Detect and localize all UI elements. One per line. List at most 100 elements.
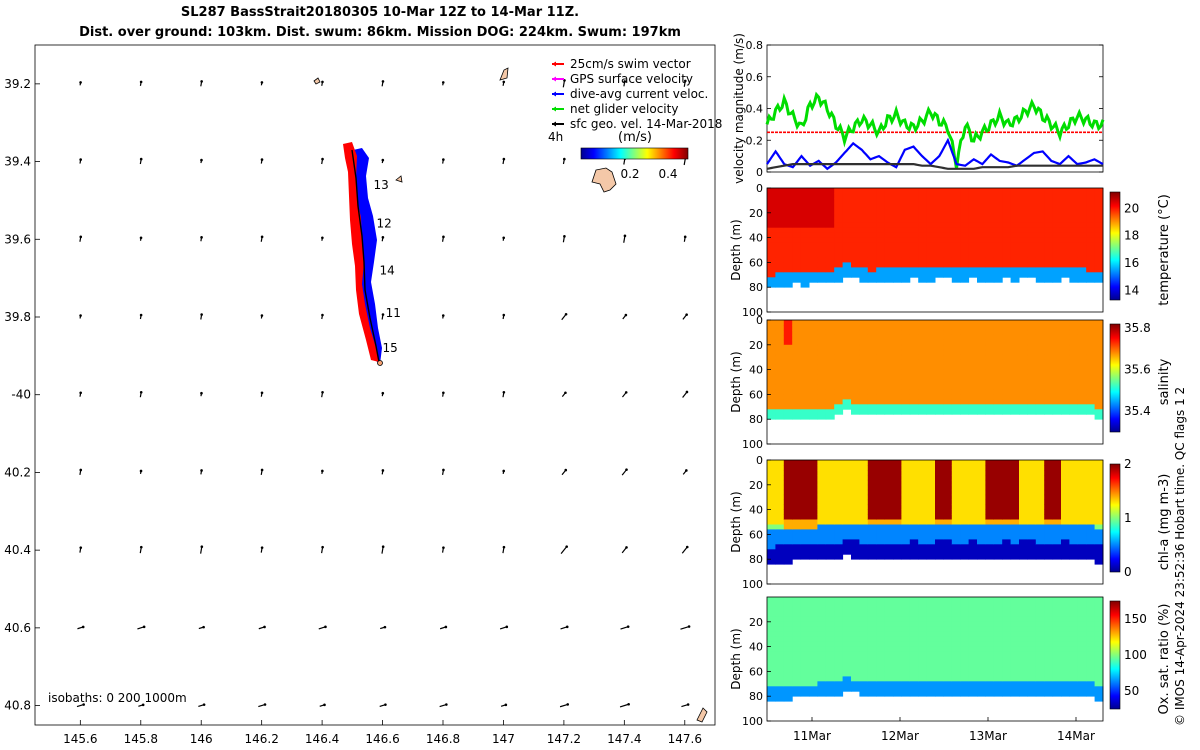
geo-velocity-arrow [619, 703, 629, 708]
depth-tick-label: 20 [749, 616, 763, 629]
colorbar-tick: 0.4 [658, 167, 677, 181]
depth-tick-label: 60 [749, 256, 763, 269]
colorbar-label: chl-a (mg m-3) [1157, 474, 1172, 571]
profile-panel: 0 20 40 60 80 100 Depth (m) 14 16 18 20 temperature… [729, 182, 1172, 319]
glider-position [377, 360, 383, 366]
depth-tick-label: 40 [749, 641, 763, 654]
colorbar-tick-label: 35.6 [1124, 363, 1151, 377]
depth-axis-label: Depth (m) [729, 351, 743, 412]
panel-colorbar [1109, 191, 1121, 301]
colorbar-tick-label: 1 [1124, 511, 1132, 525]
legend-label: 25cm/s swim vector [570, 57, 691, 71]
colorbar-tick-label: 100 [1124, 648, 1147, 662]
geo-velocity-arrow [680, 625, 690, 630]
speed-colorbar [580, 147, 689, 160]
map-x-tick-label: 147.4 [607, 732, 641, 746]
map-y-tick-label: -40 [11, 388, 31, 402]
day-label: 13 [373, 178, 388, 192]
island [591, 167, 617, 193]
map-x-tick-label: 147 [492, 732, 515, 746]
chart-title-line-1: SL287 BassStrait20180305 10-Mar 12Z to 1… [180, 5, 580, 20]
map-x-tick-label: 145.8 [124, 732, 158, 746]
isobaths-label: isobaths: 0 200 1000m [48, 691, 187, 705]
day-label: 12 [377, 217, 392, 231]
island [696, 707, 708, 723]
depth-axis-label: Depth (m) [729, 219, 743, 280]
depth-tick-label: 60 [749, 665, 763, 678]
colorbar-tick-label: 0 [1124, 565, 1132, 579]
depth-tick-label: 80 [749, 553, 763, 566]
map-x-tick-label: 146.6 [365, 732, 399, 746]
depth-tick-label: 0 [756, 454, 763, 467]
geo-velocity-arrow [559, 703, 568, 708]
map-y-tick-label: 40.4 [4, 543, 31, 557]
depth-tick-label: 100 [742, 438, 763, 451]
legend-label: dive-avg current veloc. [570, 87, 708, 101]
colorbar-tick-label: 20 [1124, 201, 1139, 215]
velocity-y-tick-label: 0 [756, 166, 763, 179]
map-x-tick-label: 146 [190, 732, 213, 746]
day-label: 15 [383, 341, 398, 355]
panel-colorbar [1109, 323, 1121, 433]
island [499, 67, 509, 81]
time-tick-label: 11Mar [793, 729, 831, 743]
colorbar-label: salinity [1157, 358, 1172, 405]
map-x-tick-label: 147.2 [547, 732, 581, 746]
credit-text: © IMOS 14-Apr-2024 23:52:36 Hobart time.… [1173, 387, 1187, 726]
time-tick-label: 14Mar [1057, 729, 1095, 743]
geo-velocity-arrow [681, 546, 688, 554]
colorbar-tick-label: 14 [1124, 283, 1139, 297]
profile-panel: 20 40 60 80 100 Depth (m) 50 100 150 Ox. sat. rat… [729, 596, 1172, 728]
map-y-tick-label: 39.8 [4, 310, 31, 324]
time-tick-label: 12Mar [881, 729, 919, 743]
profile-panel: 0 20 40 60 80 100 Depth (m) 0 1 2 chl-a (mg m-3) [729, 454, 1172, 591]
map-x-tick-label: 146.2 [244, 732, 278, 746]
depth-tick-label: 100 [742, 306, 763, 319]
panel-colorbar [1109, 463, 1121, 573]
map-y-tick-label: 39.2 [4, 77, 31, 91]
scale-label: 4h [548, 130, 563, 144]
depth-tick-label: 100 [742, 578, 763, 591]
map-y-tick-label: 40.8 [4, 699, 31, 713]
day-label: 14 [380, 263, 395, 277]
depth-tick-label: 20 [749, 339, 763, 352]
dive-avg-current-band [353, 148, 382, 364]
colorbar-tick-label: 35.8 [1124, 321, 1151, 335]
depth-axis-label: Depth (m) [729, 628, 743, 689]
colorbar-tick-label: 16 [1124, 256, 1139, 270]
depth-tick-label: 40 [749, 364, 763, 377]
velocity-y-label: velocity magnitude (m/s) [732, 33, 746, 184]
profile-panel: 0 20 40 60 80 100 Depth (m) 35.4 35.6 35.8 salinit… [729, 314, 1172, 451]
chart-title-line-2: Dist. over ground: 103km. Dist. swum: 86… [79, 25, 681, 40]
time-tick-label: 13Mar [969, 729, 1007, 743]
colorbar-tick-label: 18 [1124, 229, 1139, 243]
depth-tick-label: 100 [742, 715, 763, 728]
colorbar-tick: 0.2 [620, 167, 639, 181]
depth-tick-label: 60 [749, 528, 763, 541]
map-y-tick-label: 39.4 [4, 155, 31, 169]
map-x-tick-label: 146.8 [426, 732, 460, 746]
colorbar-label: Ox. sat. ratio (%) [1157, 604, 1172, 715]
day-label: 11 [386, 306, 401, 320]
swim-vector-band [343, 142, 379, 362]
island [313, 77, 321, 85]
map-x-tick-label: 145.6 [63, 732, 97, 746]
map-y-tick-label: 40.2 [4, 465, 31, 479]
velocity-y-tick-label: 0.6 [746, 71, 764, 84]
legend-label: GPS surface velocity [570, 72, 693, 86]
velocity-y-tick-label: 0.8 [746, 39, 764, 52]
colorbar-tick-label: 150 [1124, 612, 1147, 626]
depth-tick-label: 20 [749, 207, 763, 220]
time-axis: 11Mar 12Mar 13Mar 14Mar [793, 717, 1095, 743]
depth-tick-label: 40 [749, 232, 763, 245]
depth-axis-label: Depth (m) [729, 491, 743, 552]
depth-tick-label: 0 [756, 314, 763, 327]
glider-track [343, 142, 383, 366]
colorbar-label: temperature (°C) [1157, 194, 1172, 306]
depth-tick-label: 80 [749, 281, 763, 294]
velocity-series-line [765, 91, 1105, 169]
depth-tick-label: 80 [749, 690, 763, 703]
depth-tick-label: 0 [756, 182, 763, 195]
